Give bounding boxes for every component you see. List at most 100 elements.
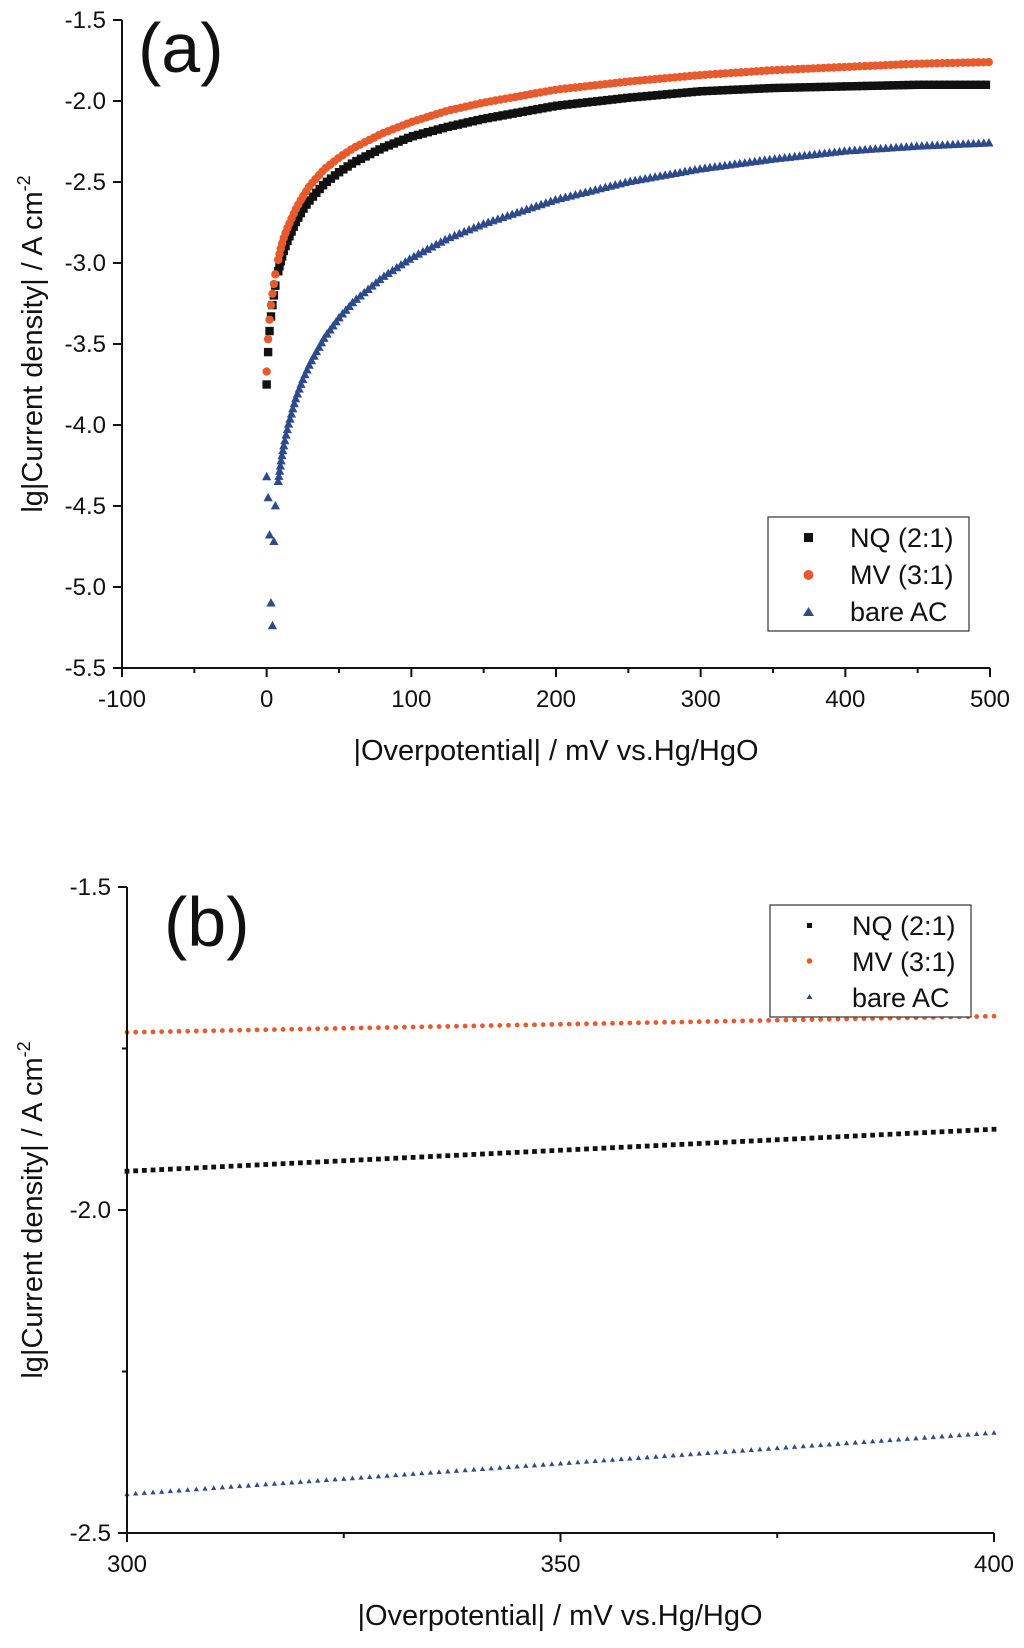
data-point	[608, 95, 617, 104]
panel-b-x-axis: 300 350 400	[107, 1533, 1014, 1578]
panel-b: (b) -1.5 -2.0 -2.5 300 350 400 |Overpotentia…	[14, 874, 1014, 1632]
data-point	[356, 154, 366, 163]
data-point	[705, 1019, 711, 1024]
data-point	[309, 351, 319, 360]
data-point	[497, 1023, 503, 1028]
data-point	[795, 83, 805, 92]
panel-label-a: (a)	[138, 9, 224, 87]
panel-a-plot-area	[262, 57, 994, 630]
data-point	[176, 1487, 182, 1493]
data-point	[945, 80, 954, 89]
data-point	[844, 1133, 850, 1139]
data-point	[869, 1438, 876, 1444]
data-point	[783, 1444, 789, 1450]
data-point	[314, 342, 324, 351]
y-tick-label: -3.0	[65, 250, 106, 277]
data-point	[418, 246, 428, 256]
data-point	[419, 1024, 425, 1030]
data-point	[568, 99, 577, 109]
data-point	[714, 1140, 719, 1146]
data-point	[267, 620, 278, 630]
data-point	[930, 1129, 936, 1135]
data-point	[974, 1014, 980, 1019]
data-point	[383, 268, 393, 278]
data-point	[141, 1168, 147, 1173]
data-point	[283, 236, 292, 246]
data-point	[436, 1153, 442, 1159]
data-point	[294, 213, 303, 222]
data-point	[826, 82, 836, 91]
data-point	[376, 1025, 381, 1031]
data-point	[471, 1152, 477, 1157]
data-point	[955, 80, 965, 89]
data-point	[271, 270, 280, 279]
data-point	[440, 234, 450, 244]
data-point	[642, 91, 652, 101]
data-point	[419, 1154, 425, 1160]
data-point	[705, 1140, 711, 1146]
data-point	[688, 1141, 693, 1147]
data-point	[922, 1434, 928, 1440]
data-point	[785, 83, 795, 92]
data-point	[749, 84, 758, 94]
data-point	[275, 466, 285, 475]
data-point	[453, 120, 462, 129]
data-point	[523, 1149, 529, 1155]
data-point	[287, 227, 296, 236]
data-point	[282, 424, 292, 434]
data-point	[150, 1167, 156, 1173]
data-point	[422, 244, 432, 253]
data-point	[361, 152, 370, 161]
data-point	[300, 369, 310, 379]
data-point	[150, 1029, 156, 1035]
data-point	[982, 1127, 988, 1133]
data-point	[409, 251, 419, 261]
data-point	[367, 1157, 373, 1162]
data-point	[410, 1024, 416, 1030]
data-point	[887, 1437, 893, 1443]
data-point	[809, 1442, 815, 1448]
data-point	[543, 103, 552, 112]
data-point	[498, 111, 507, 120]
data-point	[392, 262, 402, 272]
data-point	[341, 1158, 347, 1164]
data-point	[279, 440, 289, 450]
data-point	[402, 1024, 407, 1030]
data-point	[627, 1144, 633, 1150]
data-point	[922, 1130, 928, 1136]
data-point	[610, 1145, 615, 1151]
data-point	[506, 1150, 511, 1156]
data-point	[961, 80, 970, 89]
data-point	[583, 1458, 590, 1464]
data-point	[636, 1020, 641, 1026]
data-point	[436, 1469, 442, 1475]
data-point	[790, 83, 800, 92]
data-point	[488, 1151, 494, 1157]
data-point	[775, 83, 784, 93]
data-point	[826, 1441, 832, 1447]
y-tick-label: -2.5	[70, 1520, 111, 1547]
data-point	[835, 1134, 841, 1140]
data-point	[352, 156, 361, 166]
panel-b-legend-label-nq: NQ (2:1)	[852, 911, 956, 941]
y-tick-label: -2.5	[65, 169, 106, 196]
data-point	[281, 430, 291, 439]
data-point	[400, 257, 410, 266]
data-point	[523, 1463, 529, 1468]
data-point	[677, 88, 687, 98]
data-point	[193, 1028, 199, 1034]
data-point	[965, 1431, 971, 1437]
data-point	[394, 137, 403, 146]
data-point	[696, 1019, 702, 1025]
data-point	[264, 530, 275, 539]
data-point	[883, 81, 893, 90]
data-point	[289, 398, 299, 408]
data-point	[583, 98, 592, 107]
data-point	[167, 1029, 173, 1034]
data-point	[976, 80, 985, 89]
data-point	[431, 239, 441, 249]
data-point	[358, 1474, 364, 1480]
data-point	[800, 1136, 806, 1141]
data-point	[245, 1162, 251, 1168]
data-point	[276, 455, 286, 465]
